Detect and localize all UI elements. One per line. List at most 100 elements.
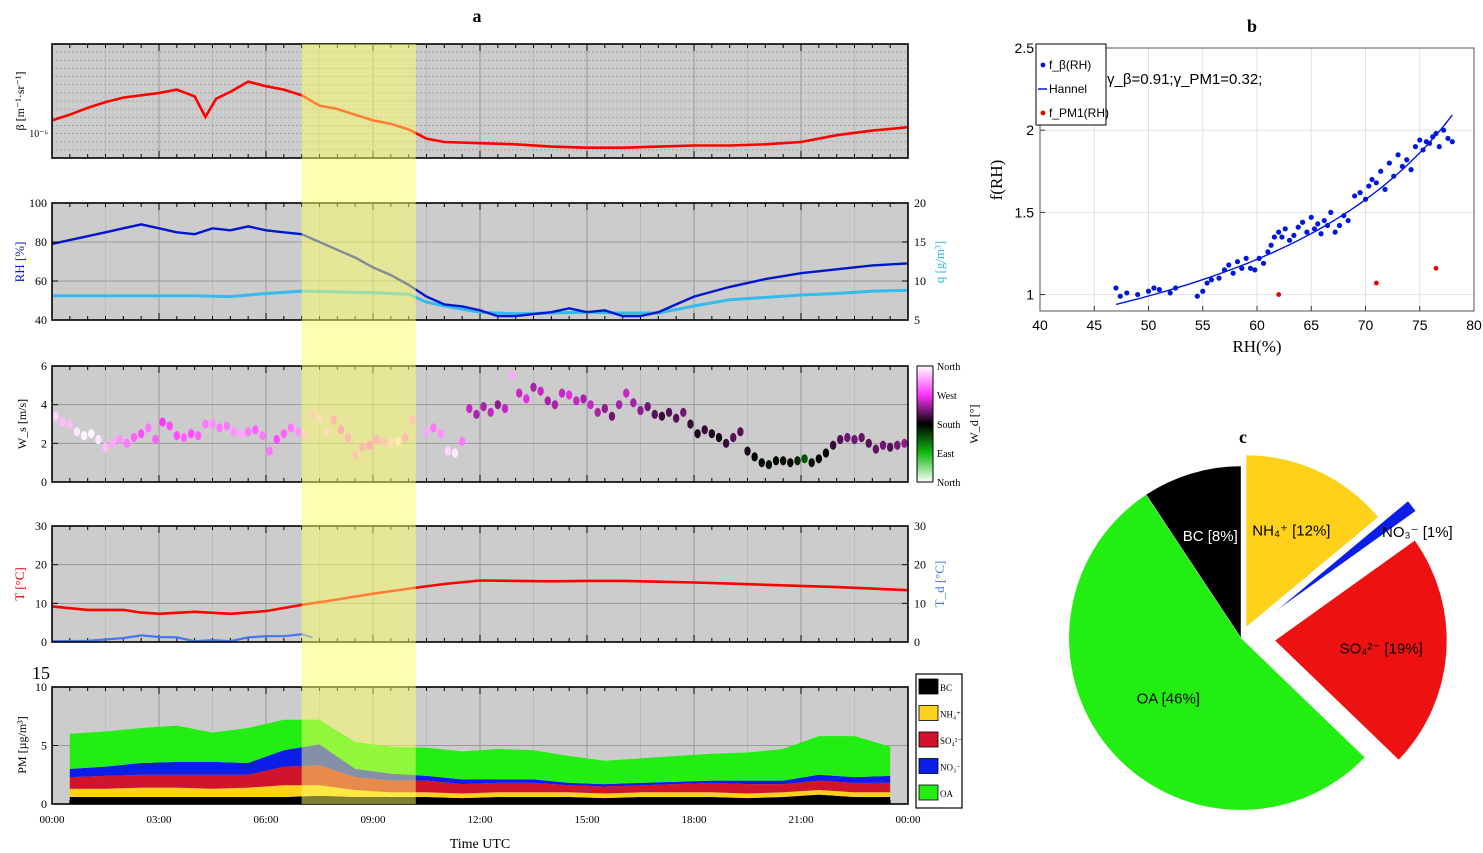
scatter-frame	[1039, 47, 1475, 312]
f-beta-point	[1239, 265, 1245, 271]
wind-point	[287, 423, 295, 433]
scatter-x-tick-label: 60	[1249, 317, 1265, 333]
wind-point	[751, 452, 758, 462]
time-tick-label: 03:00	[146, 814, 172, 826]
scatter-x-axis-label: RH(%)	[1232, 337, 1281, 356]
wind-point	[266, 446, 273, 456]
f-beta-point	[1399, 163, 1405, 169]
scatter-x-tick-label: 75	[1412, 317, 1428, 333]
temp-y-tick-label: 0	[41, 635, 47, 649]
q-y-tick-label: 15	[914, 235, 926, 249]
f-beta-point	[1395, 152, 1401, 158]
f-beta-point	[1382, 186, 1388, 192]
f-beta-point	[1216, 275, 1222, 281]
wind-point	[523, 394, 530, 404]
wind-point	[708, 429, 716, 439]
highlight-window	[301, 44, 416, 804]
f-beta-point	[1226, 262, 1232, 268]
scatter-x-tick-label: 45	[1086, 317, 1102, 333]
legend-marker-f-beta	[1040, 62, 1046, 68]
pm-y-top-label: 15	[32, 663, 50, 683]
hannel-fit-line	[1115, 114, 1453, 306]
time-tick-label: 21:00	[788, 814, 814, 826]
f-beta-point	[1200, 288, 1206, 294]
rh-y-tick-label: 80	[35, 235, 47, 249]
temp-y-tick-label: 20	[35, 558, 47, 572]
wind-point	[651, 409, 658, 419]
f-beta-point	[1404, 157, 1410, 163]
q-y-axis-label: q [g/m³]	[932, 241, 947, 284]
wind-frame	[51, 365, 909, 483]
f-beta-point	[1304, 229, 1310, 235]
scatter-y-tick-label: 2	[1026, 122, 1034, 138]
wind-point	[280, 429, 288, 439]
pm-y-axis-label: PM [µg/m³]	[15, 716, 29, 774]
wind-point	[73, 427, 81, 437]
wind-point	[466, 403, 473, 414]
f-beta-point	[1345, 217, 1351, 224]
f-beta-point	[1117, 293, 1123, 299]
legend-marker-f-pm1	[1040, 110, 1046, 116]
pm-legend-swatch	[918, 784, 939, 801]
wind-point	[787, 458, 794, 468]
wind-point	[544, 396, 551, 406]
f-beta-point	[1449, 139, 1455, 145]
f-beta-point	[1113, 285, 1119, 291]
f-beta-point	[1430, 134, 1436, 140]
pm-legend-label: NO₃⁻	[940, 763, 961, 773]
beta-frame	[51, 43, 909, 159]
f-beta-point	[1433, 130, 1439, 137]
wind-speed-y-axis-label: W_s [m/s]	[15, 399, 29, 449]
pie-slice	[1245, 454, 1379, 628]
pm-area-BC	[69, 794, 891, 804]
wind-point	[444, 446, 452, 456]
pm-y-tick-label: 10	[35, 680, 47, 694]
q-series-line	[52, 288, 909, 316]
f-beta-point	[1357, 190, 1363, 196]
wind-point	[195, 431, 202, 441]
wind-point	[580, 394, 587, 404]
highlight-band	[301, 44, 416, 804]
f-beta-point	[1412, 144, 1419, 150]
pm-legend-swatch	[918, 705, 939, 721]
f-beta-point	[1208, 277, 1215, 283]
dewpoint-y-tick-label: 0	[914, 635, 920, 649]
panel-c-letter: c	[1239, 427, 1247, 447]
pie-c-chart: NH₄⁺ [12%] NO₃⁻ [1%] SO₄²⁻ [19%] OA [46%] BC…	[1068, 454, 1453, 811]
wind-colorbar	[916, 365, 934, 483]
scatter-y-tick-label: 1	[1026, 287, 1034, 303]
f-beta-point	[1256, 255, 1262, 261]
f-beta-point	[1234, 259, 1241, 265]
scatter-x-tick-label: 80	[1466, 317, 1482, 333]
wind-point	[52, 411, 59, 421]
pm-legend-label: BC	[940, 683, 952, 693]
wind-point	[701, 425, 708, 435]
f-beta-point	[1324, 222, 1331, 229]
f-beta-point	[1221, 267, 1228, 273]
wind-point	[451, 448, 459, 458]
wind-point	[95, 434, 102, 445]
wind-point	[109, 438, 116, 448]
wind-point	[879, 440, 887, 450]
f-beta-point	[1173, 285, 1179, 291]
temperature-y-axis-label: T [°C]	[12, 567, 27, 600]
f-beta-point	[1426, 140, 1433, 146]
wind-point	[437, 429, 444, 439]
scatter-x-tick-label: 70	[1358, 317, 1374, 333]
wind-point	[230, 427, 238, 437]
f-beta-point	[1271, 234, 1277, 240]
wind-point	[516, 388, 523, 398]
f-beta-point	[1366, 183, 1372, 189]
wind-point	[487, 407, 494, 417]
scatter-legend-label: f_PM1(RH)	[1049, 106, 1109, 120]
f-beta-point	[1243, 255, 1249, 261]
wind-point	[872, 444, 880, 454]
wind-point	[458, 436, 466, 446]
dewpoint-y-axis-label: T_d [°C]	[932, 561, 947, 608]
f-beta-point	[1332, 229, 1338, 235]
scatter-legend-label: f_β(RH)	[1049, 58, 1091, 72]
scatter-y-tick-label: 1.5	[1015, 204, 1035, 220]
f-beta-point	[1436, 144, 1442, 150]
